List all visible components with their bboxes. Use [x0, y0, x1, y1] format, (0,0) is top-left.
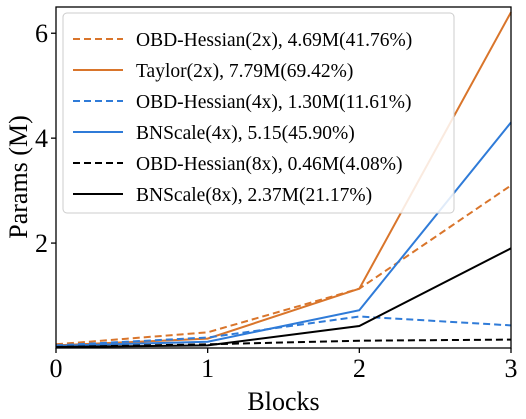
legend-label-4: BNScale(4x), 5.15(45.90%) [136, 123, 355, 144]
x-tick-label: 3 [505, 354, 518, 383]
legend: OBD-Hessian(2x), 4.69M(41.76%) Taylor(2x)… [62, 12, 455, 214]
legend-box [62, 12, 455, 214]
legend-label-6: BNScale(8x), 2.37M(21.17%) [136, 185, 372, 206]
legend-label-5: OBD-Hessian(8x), 0.46M(4.08%) [136, 154, 402, 175]
legend-label-2: Taylor(2x), 7.79M(69.42%) [136, 61, 353, 82]
series-line-6 [55, 247, 512, 348]
y-axis: 2 4 6 [35, 19, 56, 258]
series-line-3 [55, 315, 512, 347]
x-axis: 0 1 2 3 [50, 348, 518, 383]
y-tick-label: 6 [35, 19, 48, 48]
x-tick-label: 1 [201, 354, 214, 383]
legend-label-3: OBD-Hessian(4x), 1.30M(11.61%) [136, 92, 412, 113]
series-line-1 [55, 184, 512, 346]
x-tick-label: 2 [353, 354, 366, 383]
x-tick-label: 0 [50, 354, 63, 383]
series-lines [55, 11, 512, 348]
plot-frame [55, 6, 512, 349]
y-tick-label: 2 [35, 229, 48, 258]
series-line-4 [55, 121, 512, 347]
y-tick-label: 4 [35, 124, 48, 153]
x-axis-label: Blocks [247, 387, 319, 416]
y-axis-label: Params (M) [4, 115, 33, 238]
series-line-5 [55, 338, 512, 348]
legend-label-1: OBD-Hessian(2x), 4.69M(41.76%) [136, 30, 412, 51]
